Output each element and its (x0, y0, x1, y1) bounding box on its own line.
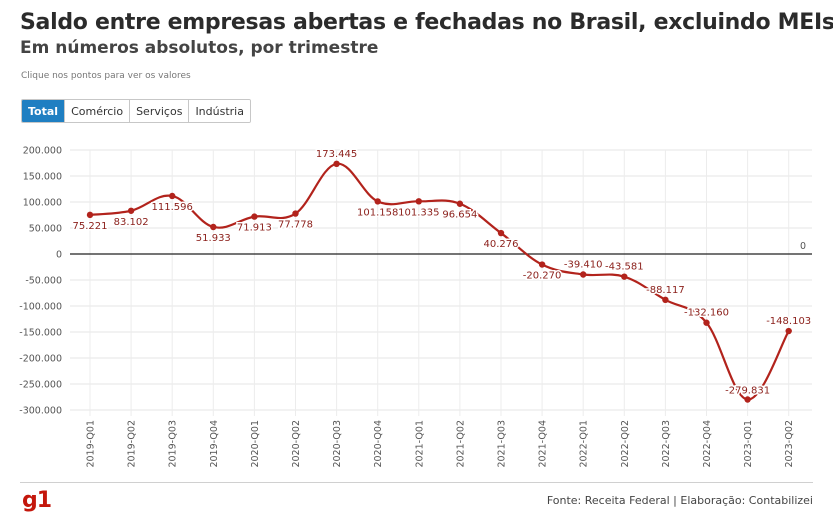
instruction-hint: Clique nos pontos para ver os valores (21, 71, 191, 81)
tab-servicos[interactable]: Serviços (129, 100, 189, 122)
data-point[interactable] (621, 273, 628, 280)
x-tick-label: 2022-Q04 (702, 420, 713, 468)
series-line (89, 162, 790, 401)
tab-comercio[interactable]: Comércio (64, 100, 130, 122)
data-label: 101.158 (357, 207, 398, 218)
y-tick-label: -200.000 (19, 354, 62, 365)
data-label: -20.270 (523, 271, 562, 282)
data-point[interactable] (580, 271, 587, 278)
x-tick-label: 2022-Q03 (661, 420, 672, 468)
data-point[interactable] (785, 327, 792, 335)
x-tick-label: 2021-Q02 (455, 420, 466, 468)
data-label: 83.102 (114, 217, 149, 228)
y-tick-label: 150.000 (23, 172, 62, 183)
y-tick-label: -50.000 (25, 276, 62, 287)
x-tick-label: 2023-Q02 (784, 420, 795, 468)
y-tick-label: 200.000 (23, 146, 62, 157)
x-tick-label: 2020-Q04 (373, 420, 384, 468)
data-point[interactable] (210, 223, 217, 231)
x-tick-label: 2020-Q03 (332, 420, 343, 468)
data-point[interactable] (415, 198, 422, 205)
data-label: 77.778 (278, 220, 313, 231)
data-point[interactable] (127, 207, 135, 214)
gridlines: 0 (70, 149, 812, 416)
g1-logo: g1 (22, 488, 52, 513)
tab-industria[interactable]: Indústria (188, 100, 250, 122)
data-point[interactable] (251, 213, 258, 220)
data-point[interactable] (497, 229, 505, 237)
x-tick-label: 2022-Q01 (579, 420, 590, 468)
y-tick-label: 0 (56, 250, 62, 261)
data-point[interactable] (744, 396, 751, 403)
data-label: 173.445 (316, 149, 357, 160)
data-label: 111.596 (152, 202, 193, 213)
x-axis-ticks: 2019-Q01 2019-Q02 2019-Q03 2019-Q04 2020-Q01… (86, 420, 796, 468)
source-note: Fonte: Receita Federal | Elaboração: Con… (546, 494, 813, 507)
x-tick-label: 2022-Q02 (620, 420, 631, 468)
data-label: -148.103 (766, 316, 811, 327)
y-tick-label: -150.000 (19, 328, 62, 339)
x-tick-label: 2021-Q04 (538, 420, 549, 468)
data-label: -88.117 (646, 285, 685, 296)
y-tick-label: -300.000 (19, 406, 62, 417)
x-tick-label: 2021-Q01 (414, 420, 425, 468)
x-tick-label: 2020-Q02 (291, 420, 302, 468)
x-tick-label: 2023-Q01 (743, 420, 754, 468)
data-label: 101.335 (398, 207, 439, 218)
series-line-layer (89, 162, 790, 401)
data-label: -279.831 (725, 386, 770, 397)
data-label: -39.410 (564, 259, 603, 270)
data-point[interactable] (374, 198, 381, 205)
footer-divider (20, 482, 813, 483)
data-points (86, 160, 792, 403)
zero-reference-label: 0 (800, 241, 806, 252)
data-label: 51.933 (196, 233, 231, 244)
data-label: 75.221 (73, 221, 108, 232)
x-tick-label: 2021-Q03 (497, 420, 508, 468)
data-point[interactable] (333, 160, 340, 168)
chart-subtitle: Em números absolutos, por trimestre (20, 38, 379, 58)
category-tabs: Total Comércio Serviços Indústria (21, 99, 251, 123)
data-label: 40.276 (484, 239, 519, 250)
data-point[interactable] (86, 211, 94, 219)
x-tick-label: 2019-Q03 (168, 420, 179, 468)
y-axis-ticks: 200.000 150.000 100.000 50.000 0 -50.000 -100.… (19, 146, 62, 417)
data-point[interactable] (456, 200, 464, 207)
y-tick-label: -100.000 (19, 302, 62, 313)
data-point[interactable] (662, 296, 669, 304)
x-tick-label: 2019-Q04 (209, 420, 220, 468)
data-label: -43.581 (605, 262, 644, 273)
data-label: 71.913 (237, 223, 272, 234)
x-tick-label: 2019-Q01 (86, 420, 97, 468)
x-tick-label: 2019-Q02 (127, 420, 138, 468)
x-tick-label: 2020-Q01 (250, 420, 261, 468)
data-label: -132.160 (684, 308, 729, 319)
data-label: 96.654 (442, 210, 477, 221)
y-tick-label: -250.000 (19, 380, 62, 391)
y-tick-label: 50.000 (29, 224, 62, 235)
chart-title: Saldo entre empresas abertas e fechadas … (20, 10, 833, 35)
data-point[interactable] (292, 210, 299, 217)
y-tick-label: 100.000 (23, 198, 62, 209)
data-point[interactable] (538, 261, 546, 268)
data-point[interactable] (169, 192, 176, 200)
tab-total[interactable]: Total (22, 100, 65, 122)
data-point[interactable] (703, 319, 710, 326)
